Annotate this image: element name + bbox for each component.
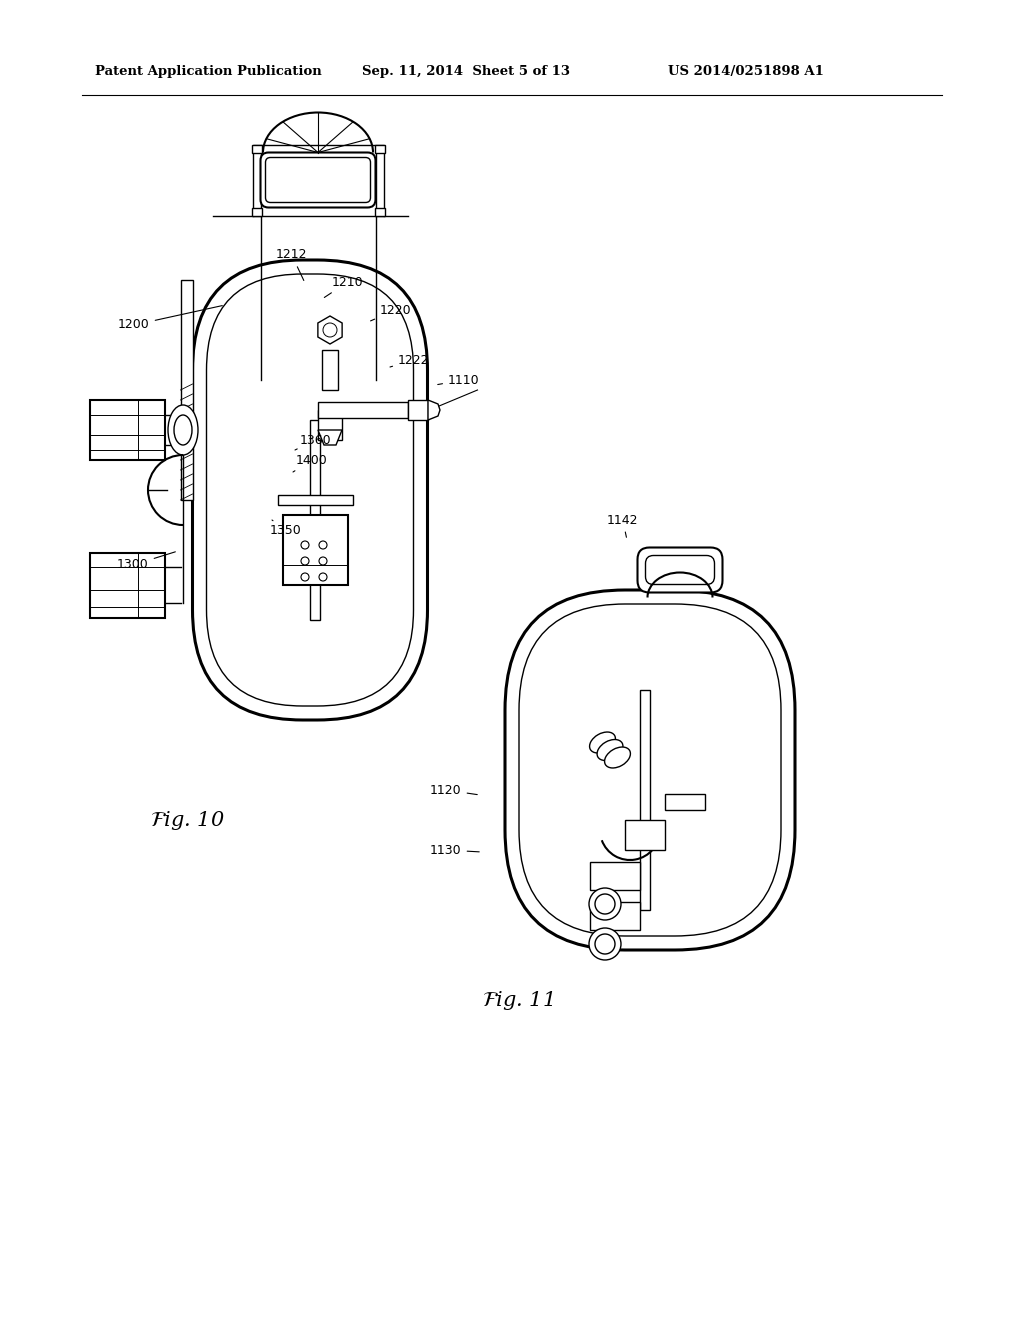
Bar	[310, 420, 319, 620]
Bar	[590, 862, 640, 890]
Bar	[180, 280, 193, 500]
Ellipse shape	[590, 733, 615, 752]
Bar	[90, 553, 165, 618]
Bar	[408, 400, 428, 420]
Text: $\mathcal{F}$ig. 11: $\mathcal{F}$ig. 11	[482, 989, 553, 1011]
Bar	[665, 795, 705, 810]
Text: 1110: 1110	[437, 374, 479, 387]
FancyBboxPatch shape	[193, 260, 427, 719]
Text: Patent Application Publication: Patent Application Publication	[95, 66, 322, 78]
Text: US 2014/0251898 A1: US 2014/0251898 A1	[668, 66, 824, 78]
Text: 1130: 1130	[430, 843, 479, 857]
FancyBboxPatch shape	[265, 157, 371, 202]
Bar	[90, 400, 165, 459]
Ellipse shape	[589, 888, 621, 920]
Ellipse shape	[168, 405, 198, 455]
Text: 1222: 1222	[390, 354, 429, 367]
Ellipse shape	[604, 747, 631, 768]
Polygon shape	[317, 315, 342, 345]
Bar	[590, 902, 640, 931]
Polygon shape	[318, 430, 342, 445]
Text: 1212: 1212	[276, 248, 307, 280]
Bar	[283, 515, 347, 585]
Bar	[318, 411, 342, 440]
Text: 1360: 1360	[295, 433, 332, 450]
Bar	[318, 403, 408, 418]
Bar	[278, 495, 352, 506]
Circle shape	[323, 323, 337, 337]
FancyBboxPatch shape	[260, 153, 376, 207]
Bar	[375, 144, 384, 153]
Polygon shape	[428, 400, 440, 420]
Bar	[253, 144, 384, 215]
Bar	[252, 144, 261, 153]
Text: 1400: 1400	[293, 454, 328, 473]
Text: 1120: 1120	[430, 784, 477, 796]
FancyBboxPatch shape	[519, 605, 781, 936]
Bar	[375, 207, 384, 215]
Text: 1300: 1300	[117, 552, 175, 572]
Text: 1350: 1350	[270, 520, 302, 536]
Text: $\mathcal{F}$ig. 10: $\mathcal{F}$ig. 10	[150, 808, 225, 832]
Text: 1142: 1142	[607, 513, 639, 537]
Bar	[625, 820, 665, 850]
Text: 1220: 1220	[371, 304, 412, 321]
Ellipse shape	[589, 928, 621, 960]
FancyBboxPatch shape	[505, 590, 795, 950]
Bar	[252, 207, 261, 215]
FancyBboxPatch shape	[638, 548, 723, 593]
FancyBboxPatch shape	[207, 275, 414, 706]
Text: 1200: 1200	[118, 306, 222, 331]
Text: 1210: 1210	[325, 276, 364, 297]
Ellipse shape	[597, 739, 623, 760]
Bar	[322, 350, 338, 389]
Text: Sep. 11, 2014  Sheet 5 of 13: Sep. 11, 2014 Sheet 5 of 13	[362, 66, 570, 78]
Bar	[640, 690, 650, 909]
